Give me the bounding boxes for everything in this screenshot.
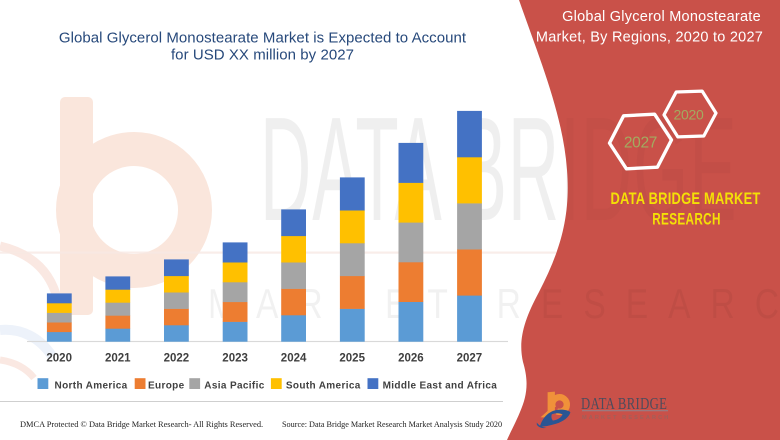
svg-text:2025: 2025	[339, 353, 365, 365]
svg-text:Source: Data Bridge Market Res: Source: Data Bridge Market Research Mark…	[282, 420, 502, 429]
svg-text:North America: North America	[55, 380, 128, 391]
svg-text:2020: 2020	[674, 106, 704, 122]
svg-text:RESEARCH: RESEARCH	[652, 211, 721, 230]
svg-text:Asia Pacific: Asia Pacific	[204, 380, 264, 391]
svg-text:DATA BRIDGE MARKET: DATA BRIDGE MARKET	[610, 189, 761, 208]
svg-text:MARKET RESEARCH: MARKET RESEARCH	[208, 282, 780, 328]
svg-text:Middle East and Africa: Middle East and Africa	[383, 380, 498, 391]
svg-text:2024: 2024	[281, 353, 307, 365]
svg-text:Market, By Regions, 2020 to 20: Market, By Regions, 2020 to 2027	[536, 30, 763, 46]
svg-text:2022: 2022	[164, 353, 190, 365]
svg-text:Global Glycerol Monostearate: Global Glycerol Monostearate	[562, 9, 761, 25]
svg-text:2020: 2020	[46, 353, 72, 365]
svg-text:South America: South America	[286, 380, 361, 391]
svg-text:DATA BRIDGE: DATA BRIDGE	[581, 395, 667, 413]
svg-text:DMCA Protected © Data Bridge M: DMCA Protected © Data Bridge Market Rese…	[20, 420, 263, 429]
svg-text:2021: 2021	[105, 353, 131, 365]
svg-text:2023: 2023	[222, 353, 248, 365]
svg-text:Europe: Europe	[148, 380, 185, 391]
svg-text:MARKET RESEARCH: MARKET RESEARCH	[582, 415, 670, 421]
svg-text:2027: 2027	[457, 353, 483, 365]
svg-text:2026: 2026	[398, 353, 424, 365]
svg-text:for USD XX million by 2027: for USD XX million by 2027	[171, 47, 354, 64]
svg-text:Global Glycerol Monostearate M: Global Glycerol Monostearate Market is E…	[59, 30, 467, 47]
svg-text:2027: 2027	[624, 135, 657, 152]
